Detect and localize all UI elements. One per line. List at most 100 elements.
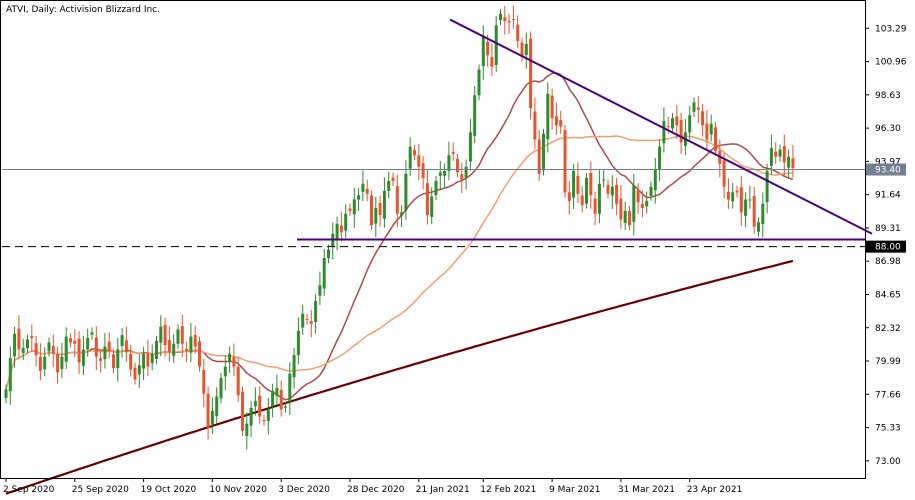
candle xyxy=(679,112,683,154)
candle-body xyxy=(589,172,593,196)
candle xyxy=(511,5,515,29)
candle xyxy=(112,349,115,374)
candle xyxy=(520,37,524,62)
candle-body xyxy=(585,178,588,204)
candle xyxy=(434,175,438,200)
candle xyxy=(163,317,167,357)
candle-body xyxy=(425,183,429,216)
candle xyxy=(284,401,287,413)
candle xyxy=(94,326,98,371)
candle xyxy=(38,343,42,381)
candle-body xyxy=(533,111,537,140)
candle xyxy=(21,338,25,361)
candle-body xyxy=(189,336,193,353)
x-tick-label: 12 Feb 2021 xyxy=(480,485,536,495)
candle xyxy=(288,362,292,416)
current-price-label-box xyxy=(866,163,906,176)
candle-body xyxy=(348,208,352,211)
candle xyxy=(413,145,416,161)
candle-body xyxy=(413,150,416,156)
candle xyxy=(404,160,408,220)
candle xyxy=(692,97,696,117)
candle xyxy=(417,143,421,181)
candle-body xyxy=(365,188,369,194)
candle xyxy=(215,387,219,424)
level-price-label: 88.00 xyxy=(866,240,906,253)
candle-body xyxy=(628,210,631,226)
candle-body xyxy=(640,204,644,209)
candle xyxy=(619,185,623,229)
candle-body xyxy=(696,107,700,110)
candle xyxy=(726,178,730,209)
candle xyxy=(99,351,103,373)
candle xyxy=(309,309,313,338)
candle xyxy=(60,343,64,379)
candle-body xyxy=(430,196,434,217)
candle-body xyxy=(494,25,498,65)
candle-body xyxy=(761,203,765,225)
candle-body xyxy=(284,406,287,408)
candle xyxy=(69,333,72,348)
candle xyxy=(490,43,494,76)
candle-body xyxy=(649,186,653,196)
candle xyxy=(709,114,713,142)
candle-body xyxy=(133,367,137,380)
candle xyxy=(206,386,210,440)
candle xyxy=(537,130,541,181)
x-tick-label: 9 Mar 2021 xyxy=(549,485,600,495)
candle-body xyxy=(524,43,528,55)
candle-body xyxy=(322,258,326,289)
candle-body xyxy=(520,42,524,57)
x-tick-label: 2 Sep 2020 xyxy=(3,485,55,495)
candle xyxy=(133,362,137,385)
candle-body xyxy=(701,111,705,126)
candle xyxy=(73,329,77,358)
candle-body xyxy=(155,340,158,359)
candle xyxy=(658,139,662,181)
candle-body xyxy=(447,155,451,171)
candle xyxy=(752,186,756,234)
candle xyxy=(589,161,593,209)
candle xyxy=(722,153,726,199)
candle xyxy=(507,13,511,34)
candle xyxy=(249,400,253,437)
candle-body xyxy=(473,95,477,136)
candle xyxy=(245,412,249,450)
candle xyxy=(103,333,107,369)
candle-body xyxy=(636,190,640,203)
candle-body xyxy=(395,186,399,214)
candle xyxy=(481,25,485,80)
candle xyxy=(425,169,429,225)
candle xyxy=(262,415,266,426)
candle xyxy=(529,31,533,120)
candle xyxy=(193,325,197,354)
candle xyxy=(688,105,692,140)
candle xyxy=(142,346,146,381)
candle-body xyxy=(167,340,171,353)
candle-body xyxy=(241,391,244,431)
y-tick-label: 82.32 xyxy=(875,324,901,334)
candle xyxy=(559,110,563,134)
y-tick-label: 73.00 xyxy=(875,457,901,467)
candle-body xyxy=(99,358,103,361)
y-tick-label: 89.31 xyxy=(875,224,901,234)
candle xyxy=(150,344,154,371)
candle-body xyxy=(180,326,184,344)
candle-body xyxy=(731,192,735,202)
candle-body xyxy=(43,356,47,370)
candle xyxy=(81,335,85,376)
candle-body xyxy=(481,36,485,67)
candle-body xyxy=(344,213,348,231)
candle-body xyxy=(387,180,391,191)
x-tick-label: 31 Mar 2021 xyxy=(618,485,675,495)
candle xyxy=(757,217,760,237)
candle xyxy=(438,160,442,190)
x-tick-label: 25 Sep 2020 xyxy=(72,485,129,495)
candle-body xyxy=(597,183,601,214)
annotations xyxy=(2,18,873,248)
candle xyxy=(628,205,631,231)
candle xyxy=(593,191,597,226)
resistance-trendline xyxy=(449,18,873,235)
candle xyxy=(554,102,558,135)
